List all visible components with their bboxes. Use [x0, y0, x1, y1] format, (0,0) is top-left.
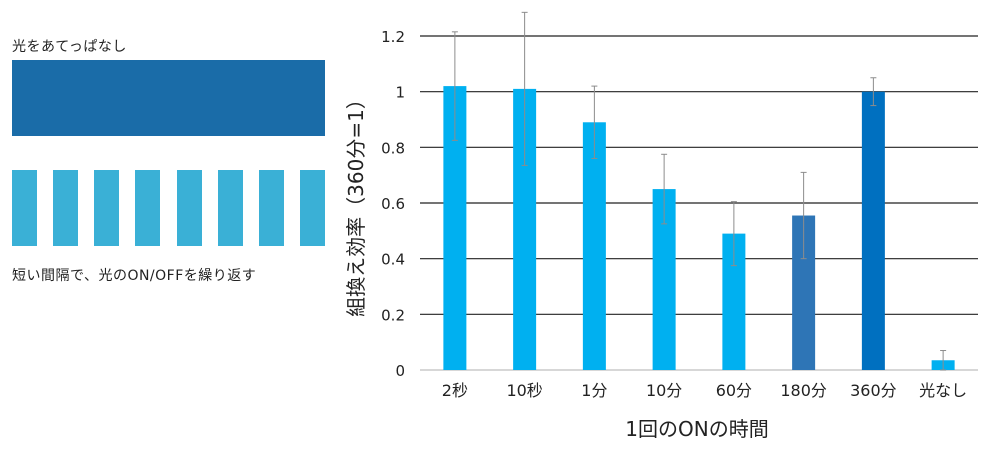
- bars: [443, 86, 955, 371]
- pulse-bar: [177, 170, 202, 246]
- x-tick-label: 1分: [581, 381, 607, 400]
- x-tick-label: 60分: [716, 381, 752, 400]
- bar: [792, 215, 816, 370]
- pulse-bar: [259, 170, 284, 246]
- x-tick-label: 360分: [850, 381, 897, 400]
- y-tick-label: 0.6: [381, 195, 405, 213]
- error-bars: [451, 11, 947, 371]
- pulse-bar: [135, 170, 160, 246]
- x-tick-label: 10分: [646, 381, 682, 400]
- x-tick-label: 2秒: [442, 381, 468, 400]
- bar: [582, 122, 606, 371]
- continuous-light-block: [12, 60, 325, 136]
- pulse-bar: [12, 170, 37, 246]
- x-tick-labels: 2秒 10秒 1分 10分 60分 180分 360分 光なし: [442, 381, 967, 400]
- bar: [722, 233, 746, 370]
- legend-continuous-label: 光をあてっぱなし: [12, 39, 127, 55]
- pulse-bar: [53, 170, 78, 246]
- x-tick-label: 180分: [780, 381, 827, 400]
- y-tick-label: 1.2: [381, 28, 405, 46]
- y-axis-title: 組換え効率（360分=1）: [344, 89, 368, 317]
- y-tick-label: 0.4: [381, 251, 405, 269]
- bar: [513, 88, 537, 370]
- pulse-bar: [300, 170, 325, 246]
- legend-pulsed-label: 短い間隔で、光のON/OFFを繰り返す: [12, 268, 257, 284]
- bar: [652, 189, 676, 370]
- y-tick-labels: 0 0.2 0.4 0.6 0.8 1 1.2: [381, 28, 405, 380]
- x-axis-title: 1回のONの時間: [625, 417, 768, 441]
- bar: [443, 86, 467, 370]
- y-tick-label: 0.8: [381, 139, 405, 157]
- y-tick-label: 0.2: [381, 306, 405, 324]
- y-tick-label: 1: [395, 84, 405, 102]
- pulse-bar: [94, 170, 119, 246]
- pulse-bar: [218, 170, 243, 246]
- x-tick-label: 光なし: [919, 381, 967, 400]
- x-tick-label: 10秒: [506, 381, 542, 400]
- grid-lines: [420, 35, 978, 371]
- pulsed-light-block: [12, 170, 325, 246]
- bar: [861, 91, 885, 371]
- y-tick-label: 0: [395, 362, 405, 380]
